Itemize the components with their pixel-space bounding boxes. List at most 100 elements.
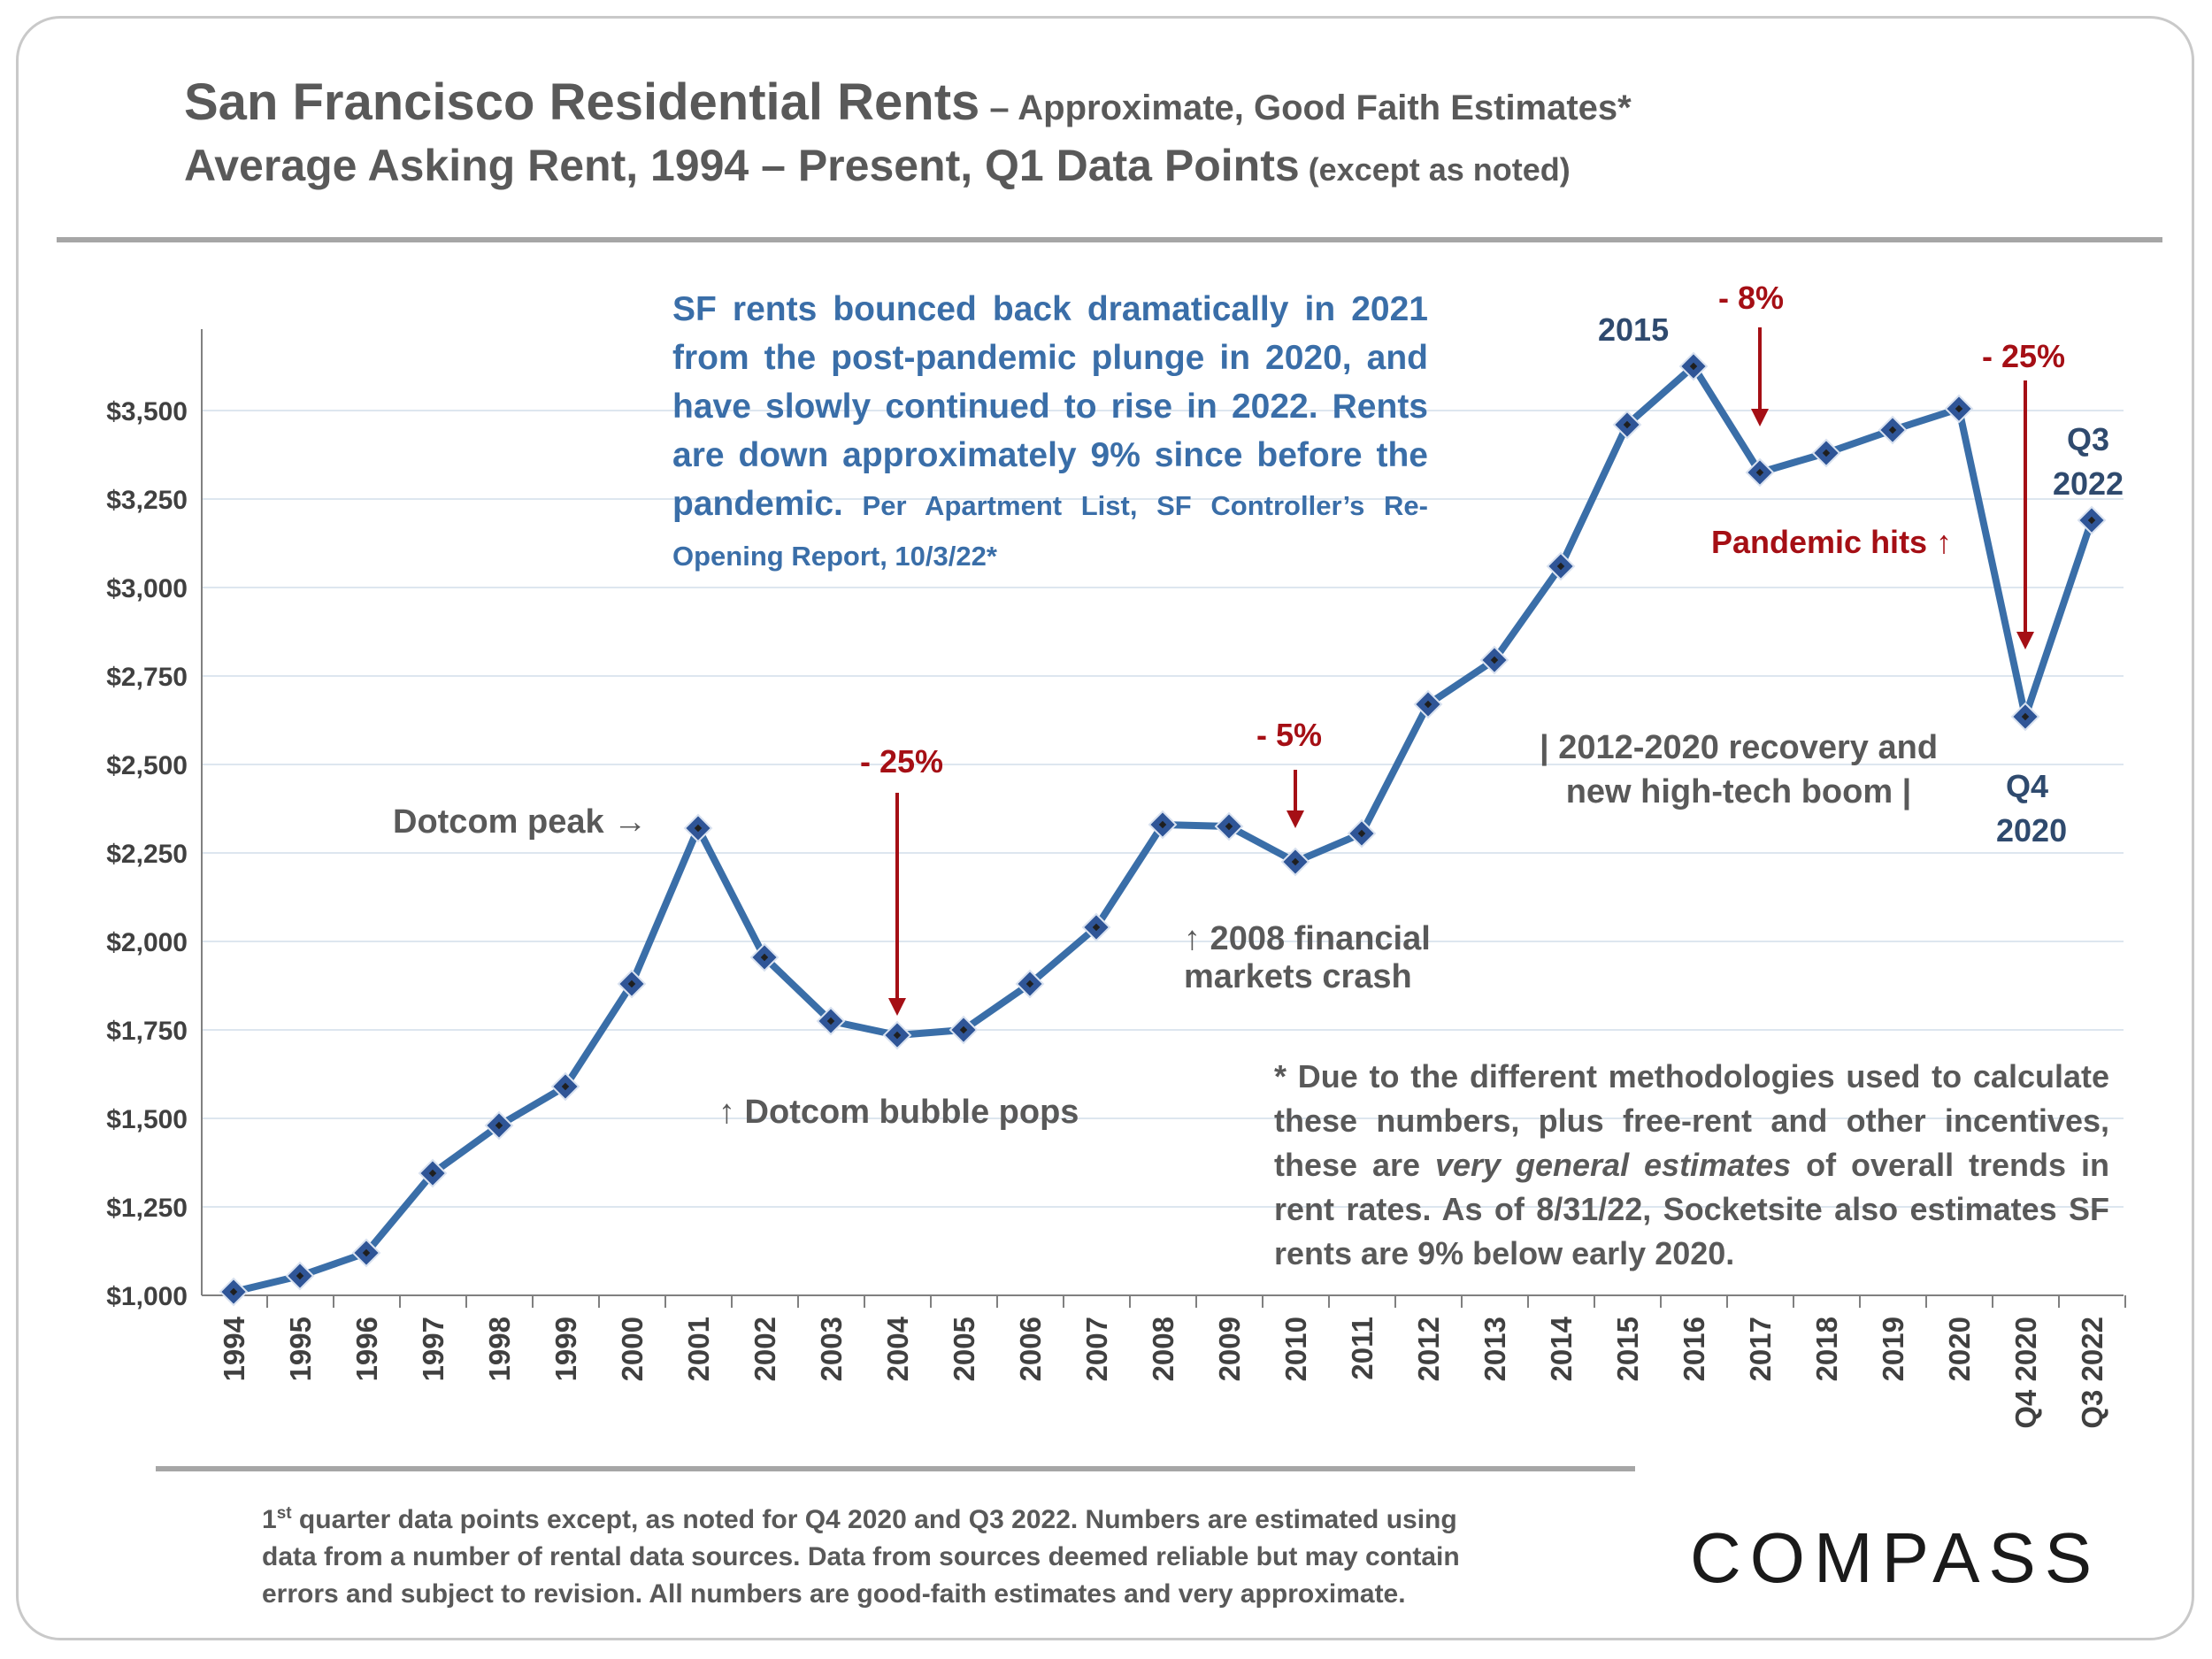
data-point-center	[1357, 829, 1366, 838]
data-point-center	[1888, 426, 1897, 434]
x-tick-label: 2007	[1080, 1317, 1113, 1381]
annotation-drop-2020: - 25%	[1982, 338, 2066, 374]
x-tick-label: 2005	[948, 1317, 980, 1381]
data-point-center	[1424, 700, 1432, 709]
x-tick-label: 1996	[350, 1317, 383, 1381]
arrow-drop-2010-head	[1286, 810, 1304, 828]
x-tick-label: 1998	[483, 1317, 516, 1381]
annotation-drop-2010: - 5%	[1256, 717, 1323, 753]
annotation-dotcom-peak: Dotcom peak →	[393, 803, 648, 841]
arrow-drop-2004-head	[888, 998, 906, 1016]
x-tick-label: 2012	[1412, 1317, 1445, 1381]
x-tick-label: 2010	[1279, 1317, 1312, 1381]
data-point-center	[826, 1017, 835, 1025]
y-tick-label: $1,000	[106, 1282, 188, 1311]
annotation-recovery: | 2012-2020 recovery and new high-tech bo…	[1540, 729, 1939, 810]
x-tick-label: 1994	[218, 1316, 250, 1381]
data-point-center	[959, 1025, 968, 1034]
data-point-center	[296, 1271, 304, 1280]
data-point-center	[1225, 822, 1233, 831]
data-point-center	[1556, 562, 1565, 571]
data-point-center	[694, 824, 703, 833]
x-tick-label: 2017	[1744, 1317, 1777, 1381]
data-point-center	[627, 979, 636, 988]
x-tick-label: 2014	[1545, 1316, 1578, 1381]
data-point-center	[1755, 468, 1764, 477]
data-point-center	[1025, 979, 1034, 988]
y-tick-label: $2,750	[106, 663, 188, 692]
annotation-q4-2020: Q4 2020	[1996, 768, 2068, 849]
data-point-center	[2087, 516, 2096, 525]
x-tick-label: 2013	[1479, 1317, 1511, 1381]
x-tick-label: 2016	[1678, 1317, 1710, 1381]
arrow-drop-2017-head	[1751, 409, 1769, 426]
source-note: 1st quarter data points except, as noted…	[262, 1504, 1460, 1609]
methodology-note: * Due to the different methodologies use…	[1274, 1058, 2109, 1271]
x-tick-label: 2008	[1147, 1317, 1179, 1381]
x-tick-label: Q3 2022	[2076, 1317, 2108, 1429]
data-point-center	[893, 1031, 902, 1040]
chart-card	[16, 16, 2194, 1640]
y-tick-label: $2,250	[106, 840, 188, 869]
data-point-center	[428, 1169, 437, 1178]
y-tick-label: $3,000	[106, 574, 188, 603]
data-point-center	[1689, 362, 1698, 371]
data-point-center	[1822, 449, 1831, 457]
chart-title: San Francisco Residential Rents – Approx…	[184, 73, 1632, 131]
y-tick-label: $2,500	[106, 751, 188, 780]
annotation-q3-2022: Q3 2022	[2052, 421, 2124, 502]
annotation-drop-2004: - 25%	[860, 743, 944, 780]
x-tick-label: 1997	[417, 1317, 449, 1381]
y-tick-label: $3,500	[106, 397, 188, 426]
x-tick-label: 2002	[749, 1317, 781, 1381]
data-point-center	[362, 1248, 371, 1257]
y-tick-label: $2,000	[106, 928, 188, 957]
x-tick-label: 2020	[1943, 1317, 1976, 1381]
data-point-center	[561, 1082, 570, 1091]
data-point-center	[1092, 923, 1101, 932]
chart-axes	[201, 329, 2126, 1308]
bottom-divider	[156, 1466, 1635, 1471]
data-point-center	[1623, 420, 1632, 429]
data-point-center	[760, 953, 769, 962]
x-tick-label: Q4 2020	[2009, 1317, 2042, 1429]
drop-arrows	[888, 327, 2034, 1016]
summary-note: SF rents bounced back dramatically in 20…	[672, 290, 1428, 572]
data-point-center	[2021, 712, 2030, 721]
y-tick-label: $1,750	[106, 1017, 188, 1046]
x-tick-label: 2015	[1611, 1317, 1644, 1381]
y-tick-label: $3,250	[106, 486, 188, 515]
annotation-pandemic-hits: Pandemic hits ↑	[1711, 524, 1953, 560]
y-tick-label: $1,500	[106, 1105, 188, 1134]
x-tick-label: 2003	[815, 1317, 848, 1381]
x-tick-label: 2011	[1346, 1317, 1379, 1380]
x-tick-label: 2006	[1014, 1317, 1047, 1381]
y-tick-label: $1,250	[106, 1194, 188, 1223]
x-tick-label: 2009	[1213, 1317, 1246, 1381]
compass-logo: COMPASS	[1690, 1518, 2101, 1597]
grid-lines	[202, 410, 2124, 1208]
data-point-center	[229, 1287, 238, 1296]
annotation-bubble-pops: ↑ Dotcom bubble pops	[718, 1094, 1079, 1131]
annotation-financial-crash: ↑ 2008 financial markets crash	[1184, 920, 1431, 995]
chart-subtitle: Average Asking Rent, 1994 – Present, Q1 …	[184, 141, 1571, 190]
y-axis-ticks: $1,000 $1,250 $1,500 $1,750 $2,000 $2,250 $2,5…	[106, 397, 188, 1311]
annotation-drop-2017: - 8%	[1718, 280, 1785, 316]
x-tick-label: 2000	[616, 1317, 649, 1381]
annotation-2015: 2015	[1598, 311, 1670, 348]
x-tick-label: 2018	[1810, 1317, 1843, 1381]
data-point-center	[1955, 404, 1963, 413]
arrow-drop-2020-head	[2016, 632, 2034, 649]
x-tick-label: 2001	[682, 1317, 715, 1381]
top-divider	[57, 237, 2162, 242]
x-tick-label: 1999	[549, 1317, 582, 1381]
x-tick-label: 2019	[1877, 1317, 1909, 1381]
x-tick-label: 1995	[284, 1317, 317, 1381]
data-point-center	[1490, 656, 1499, 664]
data-point-center	[1158, 820, 1167, 829]
x-axis-ticks: 1994 1995 1996 1997 1998 1999 2000 2001 2002 2003…	[218, 1316, 2108, 1428]
data-point-center	[1291, 857, 1300, 866]
data-point-center	[495, 1121, 503, 1130]
x-tick-label: 2004	[881, 1316, 914, 1381]
